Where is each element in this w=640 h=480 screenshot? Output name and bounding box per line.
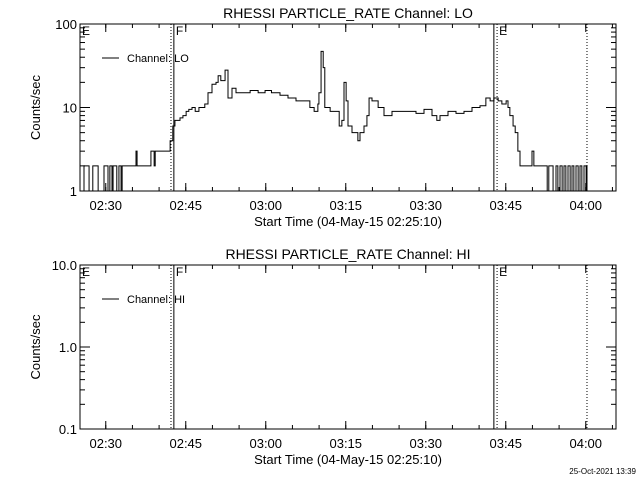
x-tick-label: 03:30: [409, 436, 442, 451]
x-axis-label: Start Time (04-May-15 02:25:10): [254, 452, 442, 467]
y-tick-label: 1.0: [59, 340, 77, 355]
x-tick-label: 04:00: [569, 198, 602, 213]
x-tick-label: 03:45: [489, 198, 522, 213]
time-marker-label: E: [82, 24, 90, 38]
x-tick-label: 03:15: [329, 198, 362, 213]
x-tick-label: 03:00: [249, 198, 282, 213]
x-tick-label: 04:00: [569, 436, 602, 451]
y-tick-label: 100: [55, 17, 77, 32]
x-tick-label: 03:30: [409, 198, 442, 213]
legend-label: Channel: LO: [127, 53, 189, 65]
x-tick-label: 02:30: [89, 198, 122, 213]
series-line-channel-lo: [80, 50, 588, 192]
x-tick-label: 02:45: [169, 436, 202, 451]
x-tick-label: 03:15: [329, 436, 362, 451]
x-tick-label: 02:45: [169, 198, 202, 213]
y-tick-label: 1: [70, 184, 77, 199]
y-axis-label: Counts/sec: [28, 74, 43, 140]
y-tick-label: 10: [63, 101, 77, 116]
y-axis-label: Counts/sec: [28, 314, 43, 380]
chart-title: RHESSI PARTICLE_RATE Channel: HI: [225, 246, 470, 262]
time-marker-label: E: [499, 24, 507, 38]
legend-label: Channel: HI: [127, 294, 185, 306]
plot-frame: [79, 264, 617, 430]
chart-title: RHESSI PARTICLE_RATE Channel: LO: [223, 5, 473, 21]
footer-timestamp: 25-Oct-2021 13:39: [569, 467, 636, 476]
x-tick-label: 03:00: [249, 436, 282, 451]
time-marker-label: E: [499, 265, 507, 279]
y-tick-label: 10.0: [52, 258, 77, 273]
plot-lo-channel: RHESSI PARTICLE_RATE Channel: LO 02:30 02:…: [28, 5, 617, 229]
y-tick-label: 0.1: [59, 422, 77, 437]
x-tick-label: 02:30: [89, 436, 122, 451]
time-marker-label: F: [176, 265, 183, 279]
time-marker-label: E: [82, 265, 90, 279]
x-tick-label: 03:45: [489, 436, 522, 451]
plot-hi-channel: RHESSI PARTICLE_RATE Channel: HI 02:30 02:…: [28, 246, 617, 467]
x-axis-label: Start Time (04-May-15 02:25:10): [254, 214, 442, 229]
time-marker-label: F: [176, 24, 183, 38]
